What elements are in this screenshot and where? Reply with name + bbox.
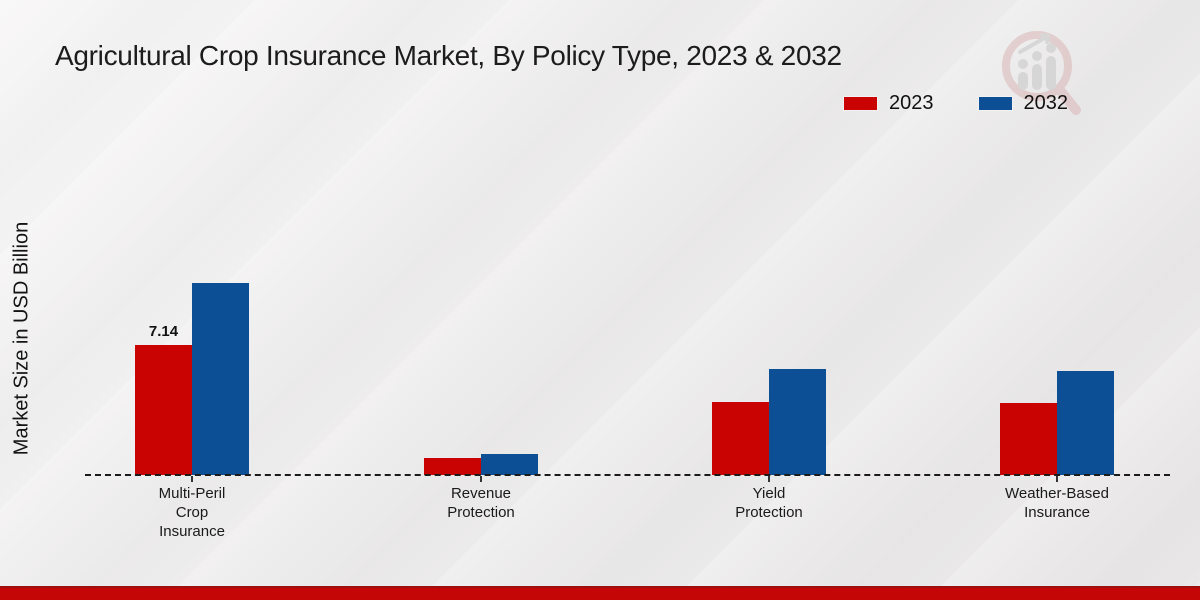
category-label-revenue-protection: Revenue Protection [447, 485, 515, 521]
bar-value-label: 7.14 [148, 323, 179, 340]
footer-accent-bar [0, 586, 1200, 600]
category-label-yield-protection: Yield Protection [735, 485, 803, 521]
legend-swatch-2023 [843, 96, 878, 111]
legend-item-2032: 2032 [977, 92, 1069, 115]
bar-2032-weather-based-insurance [1057, 371, 1114, 475]
x-axis-baseline [85, 474, 1170, 476]
legend-swatch-2032 [977, 96, 1013, 111]
category-label-weather-based-insurance: Weather-Based Insurance [1005, 485, 1109, 521]
bar-2032-yield-protection [769, 369, 826, 475]
bar-2032-revenue-protection [481, 454, 538, 475]
chart-title: Agricultural Crop Insurance Market, By P… [55, 40, 842, 71]
legend-label-2032: 2032 [1023, 92, 1069, 114]
legend-item-2023: 2023 [843, 92, 934, 115]
market-research-watermark-logo [1002, 31, 1081, 115]
legend: 2023 2032 [843, 92, 1068, 115]
bar-2023-yield-protection [712, 402, 769, 475]
y-axis-label: Market Size in USD Billion [10, 221, 33, 456]
legend-label-2023: 2023 [889, 92, 934, 114]
x-axis-tick [768, 476, 770, 482]
bar-2023-weather-based-insurance [1000, 403, 1057, 475]
x-axis-tick [191, 476, 193, 482]
x-axis-tick [480, 476, 482, 482]
bar-2023-revenue-protection [424, 458, 481, 475]
x-axis-tick [1056, 476, 1058, 482]
bar-2023-multi-peril-crop-insurance [135, 345, 192, 475]
bar-2032-multi-peril-crop-insurance [192, 283, 249, 475]
category-label-multi-peril-crop-insurance: Multi-Peril Crop Insurance [158, 485, 226, 540]
